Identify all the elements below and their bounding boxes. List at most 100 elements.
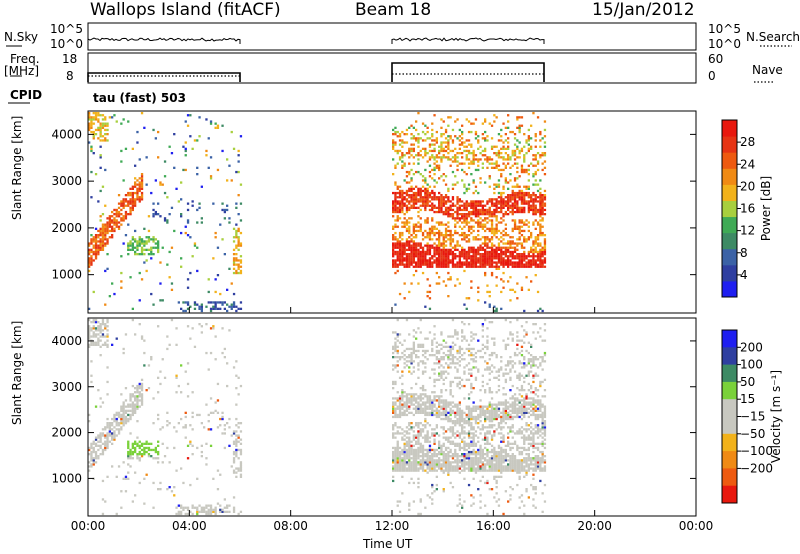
data-cell [396, 469, 399, 472]
data-cell [410, 217, 413, 220]
data-cell [511, 227, 514, 230]
data-cell [405, 208, 409, 212]
data-cell [408, 261, 411, 264]
data-cell [532, 263, 535, 266]
data-cell [412, 448, 415, 452]
data-cell [458, 257, 461, 260]
data-cell [403, 202, 406, 205]
data-cell [428, 307, 432, 310]
data-cell [495, 261, 498, 264]
data-cell [410, 149, 413, 153]
data-cell [435, 221, 438, 224]
data-cell [226, 362, 229, 365]
data-cell [184, 141, 187, 144]
data-cell [479, 204, 482, 207]
data-cell [424, 469, 427, 472]
data-cell [509, 255, 512, 258]
data-cell [520, 164, 524, 167]
data-cell [131, 191, 134, 195]
data-cell [90, 457, 93, 460]
data-cell [444, 389, 448, 392]
data-cell [470, 286, 473, 289]
data-cell [440, 465, 443, 468]
data-cell [486, 469, 489, 472]
data-cell [454, 147, 457, 150]
data-cell [143, 126, 146, 129]
data-cell [152, 215, 155, 218]
data-cell [474, 457, 478, 460]
data-cell [417, 368, 420, 371]
data-cell [134, 191, 137, 195]
data-cell [145, 236, 148, 239]
data-cell [463, 453, 466, 456]
data-cell [101, 343, 105, 346]
data-cell [527, 196, 530, 199]
data-cell [394, 225, 397, 228]
data-cell [419, 463, 422, 466]
data-cell [232, 305, 236, 308]
data-cell [458, 409, 461, 412]
data-cell [539, 156, 542, 159]
data-cell [417, 463, 420, 466]
data-cell [527, 139, 530, 142]
data-cell [212, 307, 215, 310]
data-cell [398, 453, 402, 456]
data-cell [507, 147, 510, 150]
data-cell [527, 191, 530, 195]
data-cell [543, 244, 547, 247]
data-cell [235, 234, 238, 237]
data-cell [530, 255, 533, 258]
data-cell [401, 351, 404, 355]
data-cell [209, 504, 213, 507]
data-cell [442, 246, 445, 249]
data-cell [421, 253, 425, 256]
data-cell [479, 415, 482, 419]
data-cell [184, 370, 187, 373]
data-cell [472, 461, 475, 464]
data-cell [189, 271, 192, 275]
data-cell [463, 236, 466, 239]
data-cell [474, 417, 478, 421]
data-cell [417, 137, 420, 140]
data-cell [94, 455, 98, 458]
data-cell [124, 200, 128, 203]
data-cell [403, 453, 406, 456]
data-cell [408, 444, 411, 447]
data-cell [104, 428, 107, 431]
data-cell [223, 208, 226, 212]
data-cell [408, 422, 411, 425]
data-cell [486, 362, 489, 365]
data-cell [484, 426, 487, 429]
data-cell [410, 250, 413, 254]
data-cell [131, 444, 134, 447]
data-cell [479, 405, 482, 408]
data-cell [184, 231, 187, 235]
data-cell [486, 459, 489, 462]
data-cell [530, 147, 533, 150]
data-cell [124, 204, 128, 207]
data-cell [497, 257, 501, 260]
data-cell [129, 393, 132, 396]
data-cell [435, 356, 438, 359]
data-cell [410, 238, 413, 241]
data-cell [433, 413, 436, 417]
data-cell [451, 149, 455, 153]
data-cell [456, 208, 459, 212]
data-cell [147, 442, 151, 445]
data-cell [454, 160, 457, 163]
data-cell [419, 428, 422, 431]
data-cell [484, 139, 487, 142]
data-cell [504, 177, 507, 180]
data-cell [428, 395, 432, 398]
data-cell [398, 204, 402, 207]
data-cell [136, 457, 139, 460]
data-cell [451, 261, 455, 264]
data-cell [488, 175, 491, 178]
data-cell [518, 152, 521, 155]
data-cell [113, 426, 116, 429]
data-cell [136, 387, 139, 390]
data-cell [219, 508, 222, 511]
data-cell [518, 229, 521, 233]
data-cell [523, 202, 526, 205]
data-cell [428, 411, 432, 414]
